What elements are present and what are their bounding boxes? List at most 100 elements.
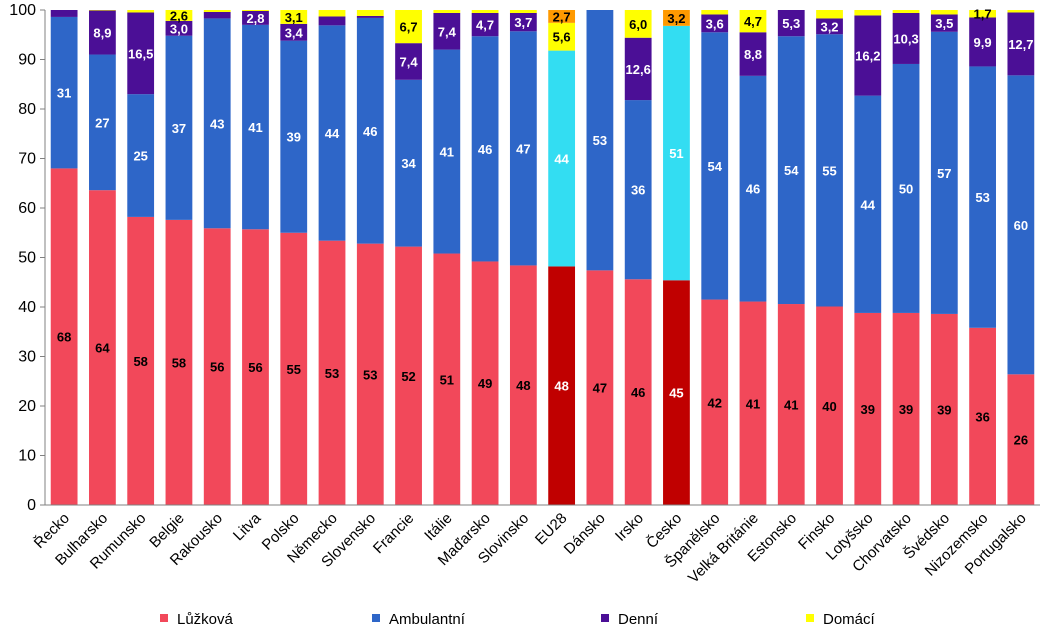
bar-segment: [969, 327, 996, 505]
bar-stack: 58 37 3,02,6: [165, 8, 193, 505]
data-label: 27: [95, 115, 109, 130]
legend-label: Domácí: [823, 611, 876, 628]
bar-stack: 53 46: [356, 10, 384, 505]
legend-item: Lůžková: [160, 611, 234, 628]
bar-segment: [242, 10, 269, 25]
bar-segment: [509, 31, 537, 266]
bar-segment: [433, 10, 461, 13]
y-tick-label: 60: [18, 200, 36, 217]
y-tick-label: 70: [18, 151, 36, 168]
data-label: 4,7: [476, 18, 494, 33]
bar-segment: [701, 14, 729, 33]
bar-segment: [969, 66, 996, 328]
bar-segment: [969, 17, 996, 67]
data-label: 3,4: [285, 25, 304, 40]
data-label: 48: [516, 378, 530, 393]
data-label: 7,4: [400, 54, 419, 69]
data-label: 39: [861, 402, 875, 417]
data-label: 26: [1014, 433, 1028, 448]
bar-segment: [280, 232, 308, 505]
data-label: 46: [631, 385, 645, 400]
bar-segment: [1007, 12, 1035, 76]
data-label: 56: [248, 360, 262, 375]
data-label: 8,9: [93, 26, 111, 41]
bar-stack: 40 55 3,2: [816, 10, 843, 505]
data-label: 50: [899, 181, 913, 196]
bar-segment: [433, 12, 461, 50]
data-label: 64: [95, 341, 110, 356]
data-label: 2,7: [553, 9, 571, 24]
bar-segment: [203, 11, 231, 19]
data-label: 3,1: [285, 10, 303, 25]
bar-segment: [892, 312, 920, 505]
data-label: 8,8: [744, 47, 762, 62]
y-tick-label: 10: [18, 448, 36, 465]
bar-segment: [777, 304, 805, 505]
data-label: 34: [401, 156, 416, 171]
data-label: 46: [478, 142, 492, 157]
bar-stack: 46 36 12,6 6,0: [624, 10, 652, 505]
data-label: 68: [57, 330, 71, 345]
bar-segment: [127, 10, 155, 13]
y-tick-label: 100: [9, 2, 36, 19]
y-axis: 0 10 20 30 40 50 60 70 80 90 100: [9, 2, 46, 514]
bar-segment: [165, 10, 193, 21]
bar-segment: [816, 10, 843, 19]
bar-segment: [701, 299, 729, 505]
data-label: 6,7: [400, 20, 418, 35]
bar-segment: [280, 10, 308, 24]
data-label: 3,6: [706, 16, 724, 31]
bar-segment: [663, 10, 690, 26]
bar-segment: [892, 10, 920, 13]
bar-segment: [50, 168, 78, 505]
data-label: 51: [669, 146, 683, 161]
bar-segment: [203, 228, 231, 506]
data-label: 5,3: [782, 16, 800, 31]
data-label: 58: [133, 354, 147, 369]
legend-label: Ambulantní: [389, 611, 466, 628]
bar-segment: [356, 15, 384, 18]
bar-segment: [89, 190, 116, 505]
data-label: 46: [746, 182, 760, 197]
x-tick-label: Irsko: [612, 510, 647, 545]
bar-segment: [586, 10, 614, 271]
data-label: 47: [516, 141, 530, 156]
bar-segment: [816, 306, 843, 505]
bar-segment: [624, 100, 652, 280]
bar-segment: [50, 16, 78, 169]
data-label: 54: [707, 159, 722, 174]
data-label: 3,5: [935, 16, 953, 31]
y-tick-label: 90: [18, 52, 36, 69]
data-label: 46: [363, 124, 377, 139]
x-tick-label: Dánsko: [561, 510, 609, 558]
data-label: 53: [363, 367, 377, 382]
bar-segment: [854, 95, 882, 313]
bar-segment: [395, 10, 422, 44]
y-tick-label: 80: [18, 101, 36, 118]
bar-stack: 48 47 3,7: [509, 10, 537, 505]
bar-segment: [395, 246, 422, 506]
bar-segment: [548, 266, 576, 505]
bar-segment: [930, 31, 958, 314]
bar-stack: 41 54 5,3: [777, 10, 805, 505]
bar-segment: [663, 25, 690, 281]
bar-segment: [548, 50, 576, 267]
bars-layer: 68 31 64 27 8,9 58 25 16,5 58 37 3,02,6 56 43 56 41 2,8…: [50, 7, 1035, 506]
data-label: 3,2: [820, 19, 838, 34]
legend-swatch: [372, 614, 380, 622]
bar-segment: [318, 240, 346, 506]
bar-segment: [318, 25, 346, 241]
legend-item: Denní: [601, 611, 659, 628]
data-label: 51: [440, 372, 454, 387]
bar-segment: [89, 54, 116, 191]
data-label: 3,2: [667, 11, 685, 26]
data-label: 55: [822, 163, 836, 178]
bar-stack: 45 51 3,2: [663, 10, 690, 505]
data-label: 60: [1014, 218, 1028, 233]
legend-swatch: [160, 614, 168, 622]
data-label: 37: [172, 121, 186, 136]
bar-segment: [127, 216, 155, 505]
data-label: 4,7: [744, 14, 762, 29]
data-label: 31: [57, 86, 71, 101]
